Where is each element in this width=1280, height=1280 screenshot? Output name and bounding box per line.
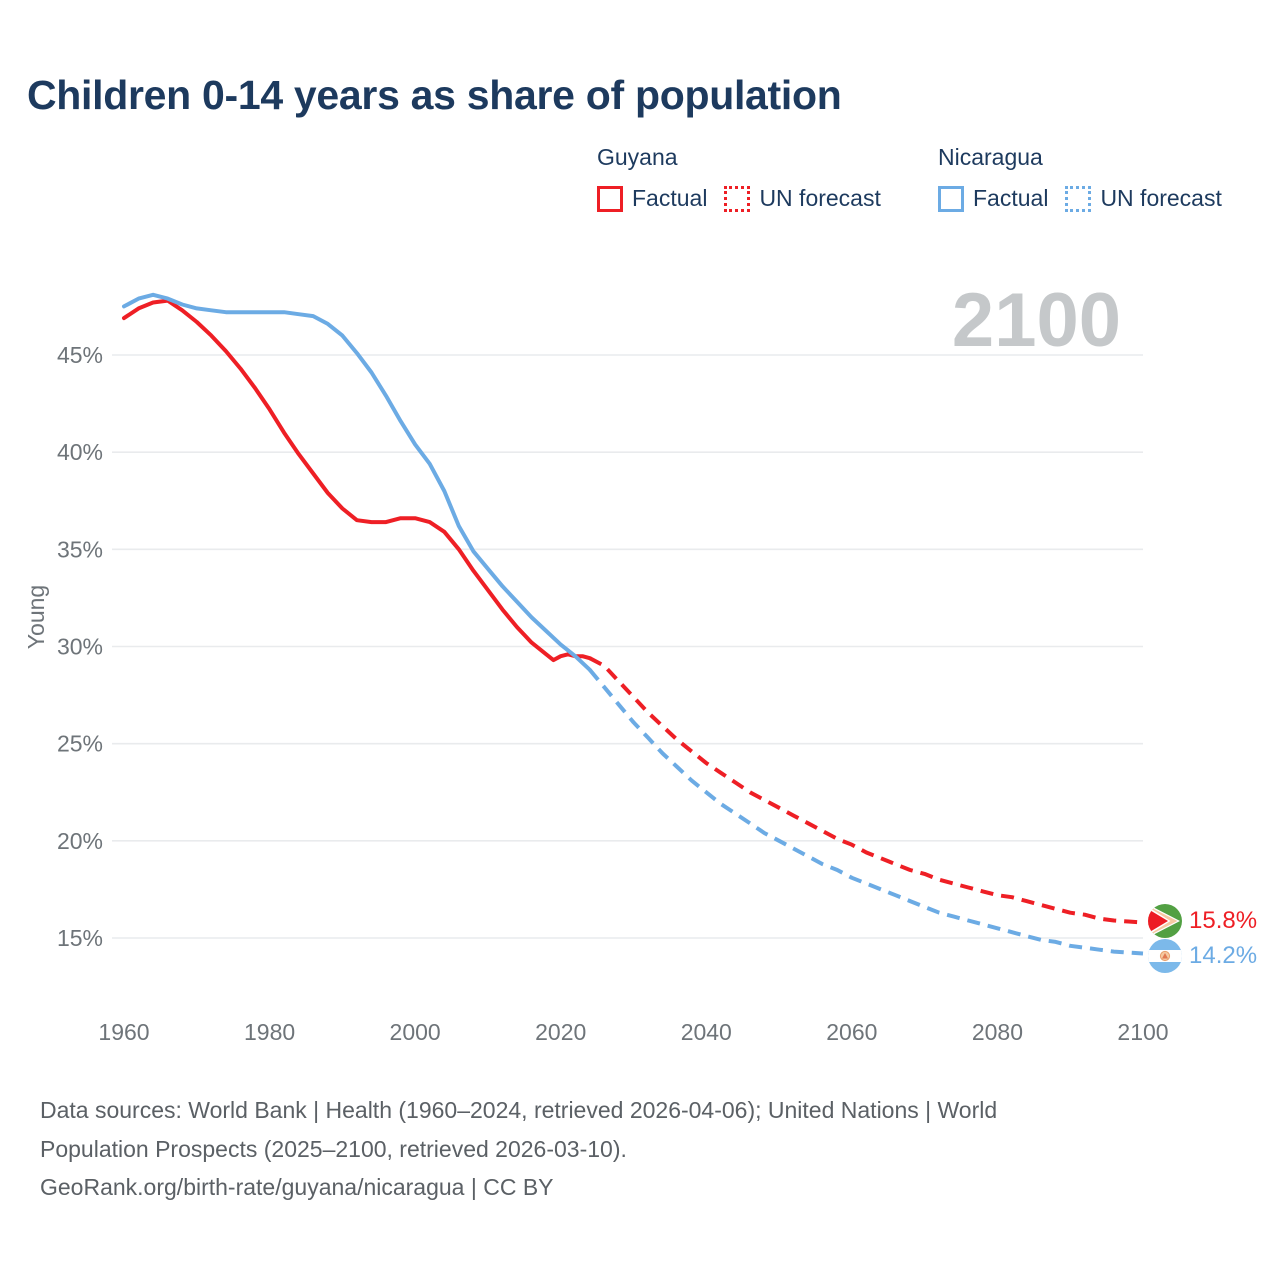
nicaragua-factual-swatch-icon — [938, 185, 964, 212]
page-title: Children 0-14 years as share of populati… — [27, 72, 842, 118]
guyana-flag-icon — [1148, 904, 1182, 938]
legend-label-guyana-factual: Factual — [632, 185, 708, 211]
footer-data-sources-line1: Data sources: World Bank | Health (1960–… — [40, 1097, 998, 1123]
series-line-nicaragua-factual — [122, 292, 592, 672]
footer-data-sources-line2: Population Prospects (2025–2100, retriev… — [40, 1135, 627, 1162]
legend-row-nicaragua: Factual UN forecast — [938, 185, 1239, 212]
x-tick-2100: 2100 — [1117, 1019, 1168, 1045]
y-tick-40: 40% — [57, 439, 103, 465]
y-tick-25: 25% — [57, 731, 103, 757]
legend-label-nicaragua-forecast: UN forecast — [1100, 185, 1222, 211]
x-tick-2080: 2080 — [972, 1019, 1023, 1045]
y-tick-35: 35% — [57, 536, 103, 562]
nicaragua-end-value: 14.2% — [1189, 942, 1258, 969]
y-axis-title: Young — [23, 585, 49, 649]
x-tick-2000: 2000 — [390, 1019, 441, 1045]
legend-country-nicaragua: Nicaragua — [938, 144, 1043, 170]
watermark-year: 2100 — [952, 278, 1121, 363]
series-line-nicaragua-un-forecast — [588, 668, 1144, 956]
series-line-guyana-factual — [122, 298, 592, 663]
legend-group-nicaragua: Nicaragua Factual UN forecast — [938, 144, 1239, 212]
nicaragua-forecast-swatch-icon — [1065, 185, 1092, 212]
x-tick-2060: 2060 — [826, 1019, 877, 1045]
guyana-end-value: 15.8% — [1189, 907, 1258, 934]
legend-label-guyana-forecast: UN forecast — [759, 185, 881, 211]
x-tick-1980: 1980 — [244, 1019, 295, 1045]
y-tick-20: 20% — [57, 828, 103, 854]
x-tick-2020: 2020 — [535, 1019, 586, 1045]
y-tick-45: 45% — [57, 342, 103, 368]
series-line-guyana-un-forecast — [588, 656, 1144, 925]
guyana-forecast-swatch-icon — [724, 185, 751, 212]
legend-group-guyana: Guyana Factual UN forecast — [597, 144, 898, 212]
y-tick-30: 30% — [57, 634, 103, 660]
footer: Data sources: World Bank | Health (1960–… — [40, 1091, 997, 1207]
legend-country-guyana: Guyana — [597, 144, 678, 170]
legend-label-nicaragua-factual: Factual — [973, 185, 1049, 211]
x-tick-1960: 1960 — [98, 1019, 149, 1045]
guyana-factual-swatch-icon — [597, 185, 623, 212]
x-tick-2040: 2040 — [681, 1019, 732, 1045]
legend-row-guyana: Factual UN forecast — [597, 185, 898, 212]
nicaragua-flag-icon — [1148, 939, 1182, 973]
footer-attribution-link: GeoRank.org/birth-rate/guyana/nicaragua … — [40, 1174, 554, 1200]
y-tick-15: 15% — [57, 925, 103, 951]
